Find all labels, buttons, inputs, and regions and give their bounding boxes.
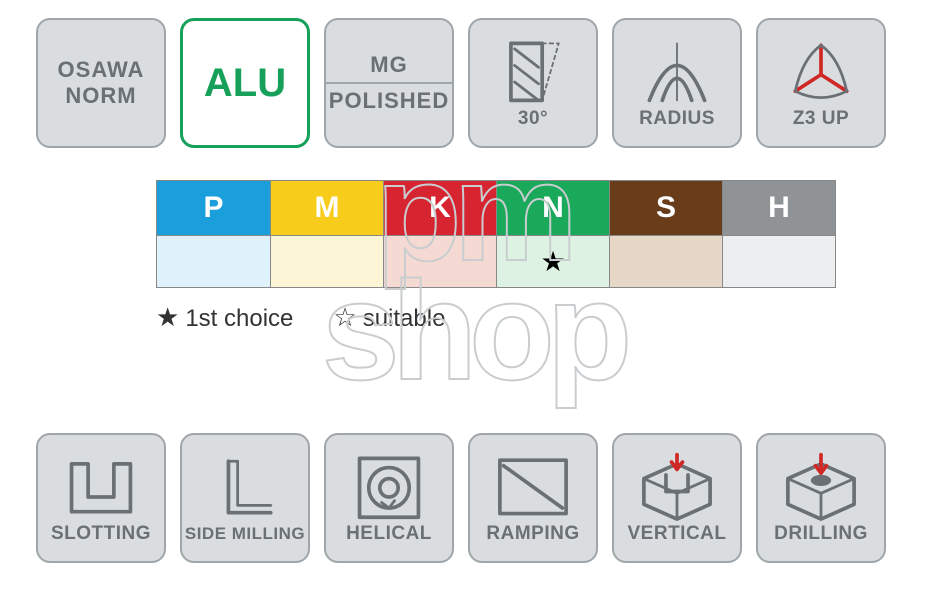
material-table: PMKN★SH <box>156 180 836 288</box>
material-head: N <box>496 181 609 235</box>
material-col-M: M <box>270 181 383 287</box>
tile-big-text: ALU <box>204 61 286 106</box>
divider <box>326 82 452 84</box>
top-tile-0: OSAWANORM <box>36 18 166 148</box>
vertical-icon <box>631 451 723 521</box>
material-table-section: PMKN★SH ★1st choice☆suitable <box>156 180 836 333</box>
material-cell <box>722 235 835 287</box>
material-head: S <box>609 181 722 235</box>
material-cell <box>157 235 270 287</box>
ramping-icon <box>487 451 579 521</box>
tile-line2: NORM <box>65 83 136 109</box>
drilling-icon <box>775 451 867 521</box>
bottom-icon-row: SLOTTING SIDE MILLING HELICAL RAMPING VERTIC… <box>36 433 886 563</box>
material-head: K <box>383 181 496 235</box>
material-cell <box>270 235 383 287</box>
legend-label: suitable <box>363 305 446 332</box>
legend-symbol: ★ <box>156 302 179 332</box>
material-legend: ★1st choice ☆ suitable <box>156 302 836 333</box>
legend-item-1: ☆ suitable <box>333 302 445 333</box>
material-col-K: K <box>383 181 496 287</box>
tile-caption: RADIUS <box>639 108 715 130</box>
legend-label: 1st choice <box>185 305 293 332</box>
helical-icon <box>343 451 435 521</box>
top-tile-2: MG POLISHED <box>324 18 454 148</box>
bottom-tile-helical: HELICAL <box>324 433 454 563</box>
tile-caption: 30° <box>518 108 548 130</box>
bottom-tile-vertical: VERTICAL <box>612 433 742 563</box>
top-tile-4: RADIUS <box>612 18 742 148</box>
z3up-icon <box>775 36 867 106</box>
top-tile-5: Z3 UP <box>756 18 886 148</box>
bottom-tile-drilling: DRILLING <box>756 433 886 563</box>
tile-caption: HELICAL <box>346 523 432 545</box>
radius-icon <box>631 36 723 106</box>
legend-symbol: ☆ <box>333 302 356 332</box>
top-tile-3: 30° <box>468 18 598 148</box>
material-cell <box>609 235 722 287</box>
material-head: H <box>722 181 835 235</box>
tile-line1: OSAWA <box>58 57 145 83</box>
material-col-S: S <box>609 181 722 287</box>
tile-caption: DRILLING <box>774 523 868 545</box>
bottom-tile-sidemilling: SIDE MILLING <box>180 433 310 563</box>
tile-caption: VERTICAL <box>628 523 727 545</box>
legend-item-0: ★1st choice <box>156 302 293 333</box>
material-col-N: N★ <box>496 181 609 287</box>
top-icon-row: OSAWANORM ALU MG POLISHED 30° RADIUS Z3 UP <box>36 18 910 148</box>
material-cell <box>383 235 496 287</box>
material-col-H: H <box>722 181 835 287</box>
tile-caption: Z3 UP <box>793 108 849 130</box>
bottom-tile-slotting: SLOTTING <box>36 433 166 563</box>
tile-caption: SIDE MILLING <box>185 524 305 544</box>
slotting-icon <box>55 451 147 521</box>
tile-line2: POLISHED <box>329 88 449 114</box>
helix30-icon <box>487 36 579 106</box>
sidemilling-icon <box>199 452 291 522</box>
tile-line1: MG <box>370 52 407 78</box>
material-col-P: P <box>157 181 270 287</box>
tile-caption: SLOTTING <box>51 523 151 545</box>
material-head: M <box>270 181 383 235</box>
tile-caption: RAMPING <box>486 523 579 545</box>
material-cell: ★ <box>496 235 609 287</box>
material-head: P <box>157 181 270 235</box>
bottom-tile-ramping: RAMPING <box>468 433 598 563</box>
top-tile-1: ALU <box>180 18 310 148</box>
